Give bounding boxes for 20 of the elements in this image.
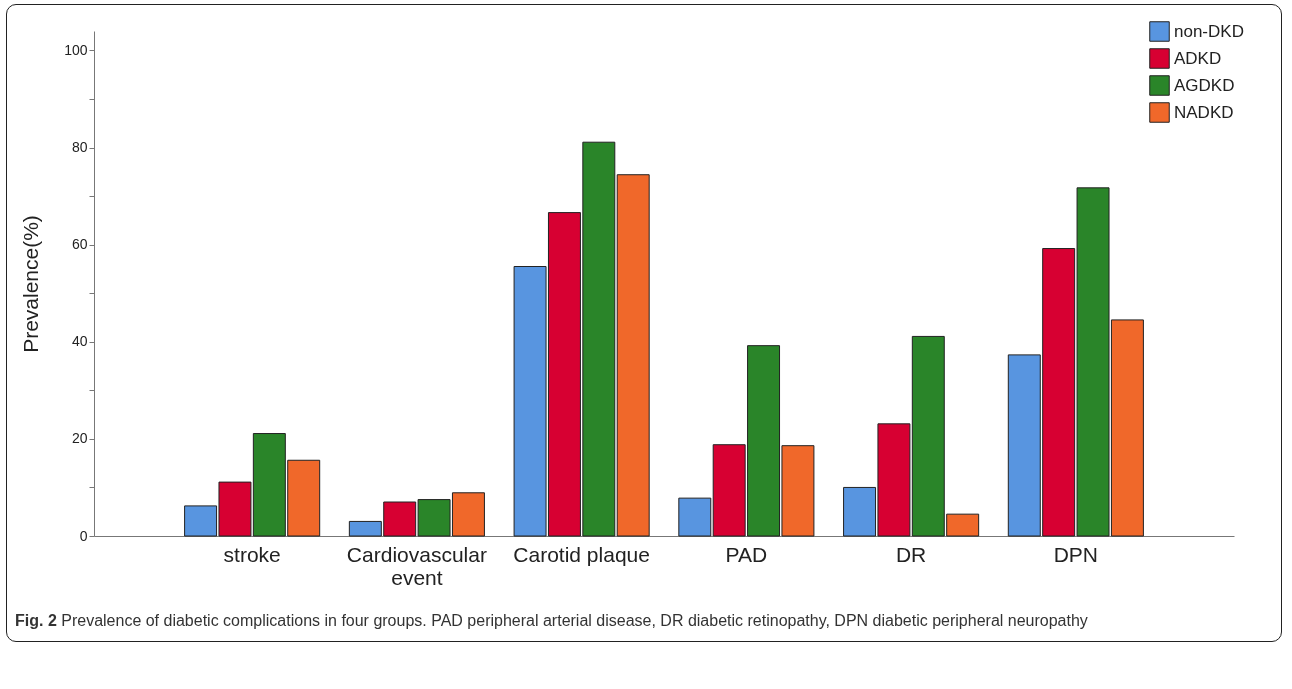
x-tick-label: Cardiovascular event: [346, 542, 487, 589]
y-tick-label: 80: [71, 139, 88, 156]
caption: Fig. 2 Prevalence of diabetic complications in four groups. PAD peripheral arterial disease, DR diabetic retinopathy, DPN diabetic peripheral neuropathy: [15, 611, 1089, 631]
y-axis-title: Prevalence(%): [19, 215, 43, 353]
y-tick-label: 0: [79, 527, 88, 544]
x-tick-label: DR: [895, 542, 927, 566]
x-tick-label: stroke: [223, 542, 281, 566]
x-tick-label: DPN: [1053, 542, 1099, 566]
x-tick-label: Carotid plaque: [513, 542, 650, 566]
bar: [616, 174, 650, 537]
legend-label: non-DKD: [1174, 21, 1244, 41]
legend-label: AGDKD: [1174, 75, 1235, 95]
legend-label: ADKD: [1174, 48, 1222, 68]
bar: [678, 497, 712, 537]
legend-label: NADKD: [1174, 102, 1234, 122]
y-tick-label: 100: [64, 41, 88, 58]
y-tick-label: 20: [71, 430, 88, 447]
y-tick-label: 60: [71, 236, 88, 253]
x-tick-label: PAD: [725, 542, 768, 566]
y-tick-label: 40: [71, 333, 88, 350]
